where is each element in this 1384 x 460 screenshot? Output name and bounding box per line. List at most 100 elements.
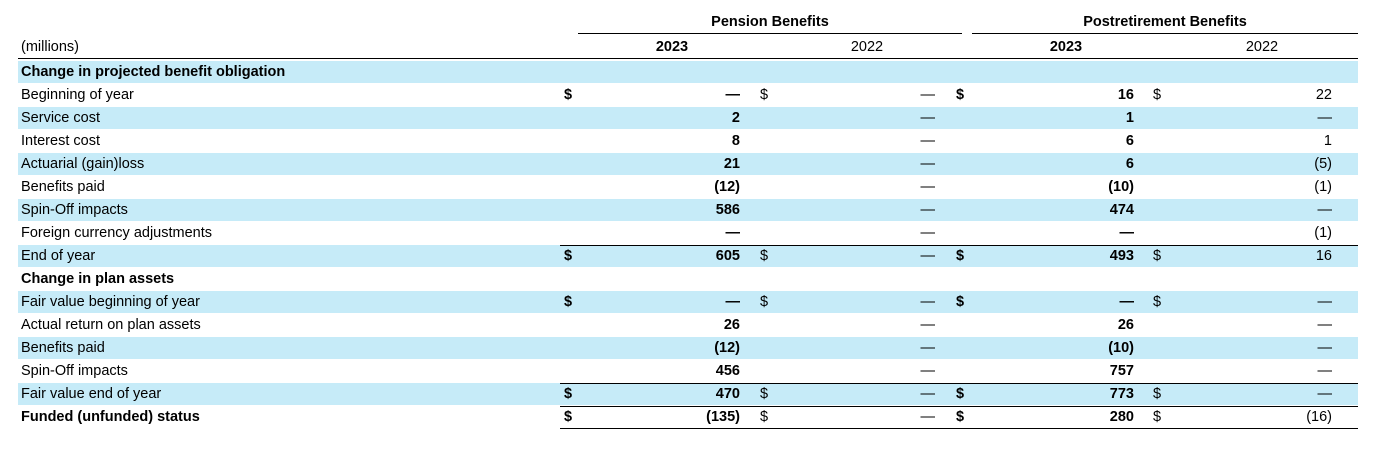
table-row: Interest cost 8 — 6 1: [18, 130, 1358, 152]
table-row: Fair value beginning of year $ — $ — $ — $ —: [18, 291, 1358, 313]
row-label: Spin-Off impacts: [21, 202, 128, 218]
dollar-sign: $: [760, 294, 769, 310]
value-cell: —: [920, 87, 936, 103]
dollar-sign: $: [1153, 386, 1162, 402]
value-cell: 26: [723, 317, 740, 333]
value-cell: (10): [1108, 340, 1134, 356]
value-cell: 456: [715, 363, 740, 379]
postretirement-header-rule: [972, 33, 1358, 34]
dollar-sign: $: [564, 87, 573, 103]
section-title: Change in plan assets: [21, 271, 175, 287]
row-label: Actual return on plan assets: [21, 317, 201, 333]
value-cell: 470: [715, 386, 740, 402]
total-rule: [1149, 383, 1358, 405]
row-label: Interest cost: [21, 133, 100, 149]
dollar-sign: $: [1153, 248, 1162, 264]
value-cell: (12): [714, 340, 740, 356]
table-row: Benefits paid (12) — (10) (1): [18, 176, 1358, 198]
postretirement-benefits-header: Postretirement Benefits: [1083, 14, 1247, 30]
dollar-sign: $: [760, 87, 769, 103]
value-cell: 26: [1117, 317, 1134, 333]
dollar-sign: $: [564, 248, 573, 264]
total-rule: [560, 245, 772, 267]
table-row: End of year $605 $ — $493 $16: [18, 245, 1358, 267]
value-cell: 6: [1125, 133, 1134, 149]
value-cell: —: [1317, 317, 1333, 333]
table-row: Funded (unfunded) status $ (135) $ — $280 $ (16…: [18, 406, 1358, 429]
value-cell: (16): [1306, 409, 1332, 425]
total-rule: [952, 245, 1164, 267]
value-cell: 280: [1109, 409, 1134, 425]
value-cell: —: [920, 317, 936, 333]
value-cell: 773: [1109, 386, 1134, 402]
value-cell: 16: [1117, 87, 1134, 103]
row-label: Spin-Off impacts: [21, 363, 128, 379]
total-rule: [952, 406, 1164, 429]
row-label: Fair value end of year: [21, 386, 162, 402]
value-cell: 605: [715, 248, 740, 264]
value-cell: —: [1317, 340, 1333, 356]
row-label: Actuarial (gain)loss: [21, 156, 145, 172]
postretirement-year-2022-header: 2022: [1245, 39, 1279, 55]
total-rule: [1149, 406, 1358, 429]
section-header-row: Change in projected benefit obligation: [18, 61, 1358, 83]
value-cell: (1): [1314, 225, 1332, 241]
value-cell: (10): [1108, 179, 1134, 195]
dollar-sign: $: [956, 386, 965, 402]
table-row: Spin-Off impacts 586 — 474 —: [18, 199, 1358, 221]
dollar-sign: $: [1153, 409, 1162, 425]
value-cell: —: [1119, 294, 1135, 310]
table-row: Foreign currency adjustments — — — (1): [18, 222, 1358, 244]
pension-benefits-header: Pension Benefits: [711, 14, 829, 30]
table-row: Beginning of year $ — $ — $16 $22: [18, 84, 1358, 106]
value-cell: —: [1119, 225, 1135, 241]
value-cell: (1): [1314, 179, 1332, 195]
dollar-sign: $: [956, 294, 965, 310]
row-label: Foreign currency adjustments: [21, 225, 212, 241]
value-cell: (5): [1314, 156, 1332, 172]
dollar-sign: $: [956, 87, 965, 103]
value-cell: 21: [723, 156, 740, 172]
section-header-row: Change in plan assets: [18, 268, 1358, 290]
section-title: Change in projected benefit obligation: [21, 64, 286, 80]
value-cell: (12): [714, 179, 740, 195]
value-cell: 1: [1323, 133, 1332, 149]
value-cell: —: [920, 386, 936, 402]
total-rule: [1149, 245, 1358, 267]
value-cell: —: [920, 179, 936, 195]
dollar-sign: $: [564, 294, 573, 310]
dollar-sign: $: [564, 386, 573, 402]
value-cell: 8: [731, 133, 740, 149]
row-label: Beginning of year: [21, 87, 134, 103]
dollar-sign: $: [564, 409, 573, 425]
value-cell: 6: [1125, 156, 1134, 172]
value-cell: —: [725, 294, 741, 310]
value-cell: —: [725, 87, 741, 103]
total-rule: [952, 383, 1164, 405]
row-label: Fair value beginning of year: [21, 294, 200, 310]
table-row: Benefits paid (12) — (10) —: [18, 337, 1358, 359]
value-cell: —: [725, 225, 741, 241]
value-cell: —: [920, 110, 936, 126]
units-label: (millions): [21, 39, 79, 55]
value-cell: —: [1317, 363, 1333, 379]
total-rule: [756, 406, 962, 429]
value-cell: —: [920, 340, 936, 356]
row-label: Benefits paid: [21, 179, 105, 195]
value-cell: —: [1317, 294, 1333, 310]
value-cell: 757: [1109, 363, 1134, 379]
value-cell: 474: [1109, 202, 1134, 218]
value-cell: 586: [715, 202, 740, 218]
value-cell: (135): [706, 409, 740, 425]
pension-header-rule: [578, 33, 962, 34]
value-cell: —: [920, 133, 936, 149]
total-rule: [560, 383, 772, 405]
dollar-sign: $: [1153, 294, 1162, 310]
table-row: Fair value end of year $470 $ — $773 $ —: [18, 383, 1358, 405]
postretirement-year-2023-header: 2023: [1049, 39, 1083, 55]
dollar-sign: $: [760, 386, 769, 402]
row-label: Service cost: [21, 110, 100, 126]
dollar-sign: $: [1153, 87, 1162, 103]
value-cell: —: [1317, 110, 1333, 126]
